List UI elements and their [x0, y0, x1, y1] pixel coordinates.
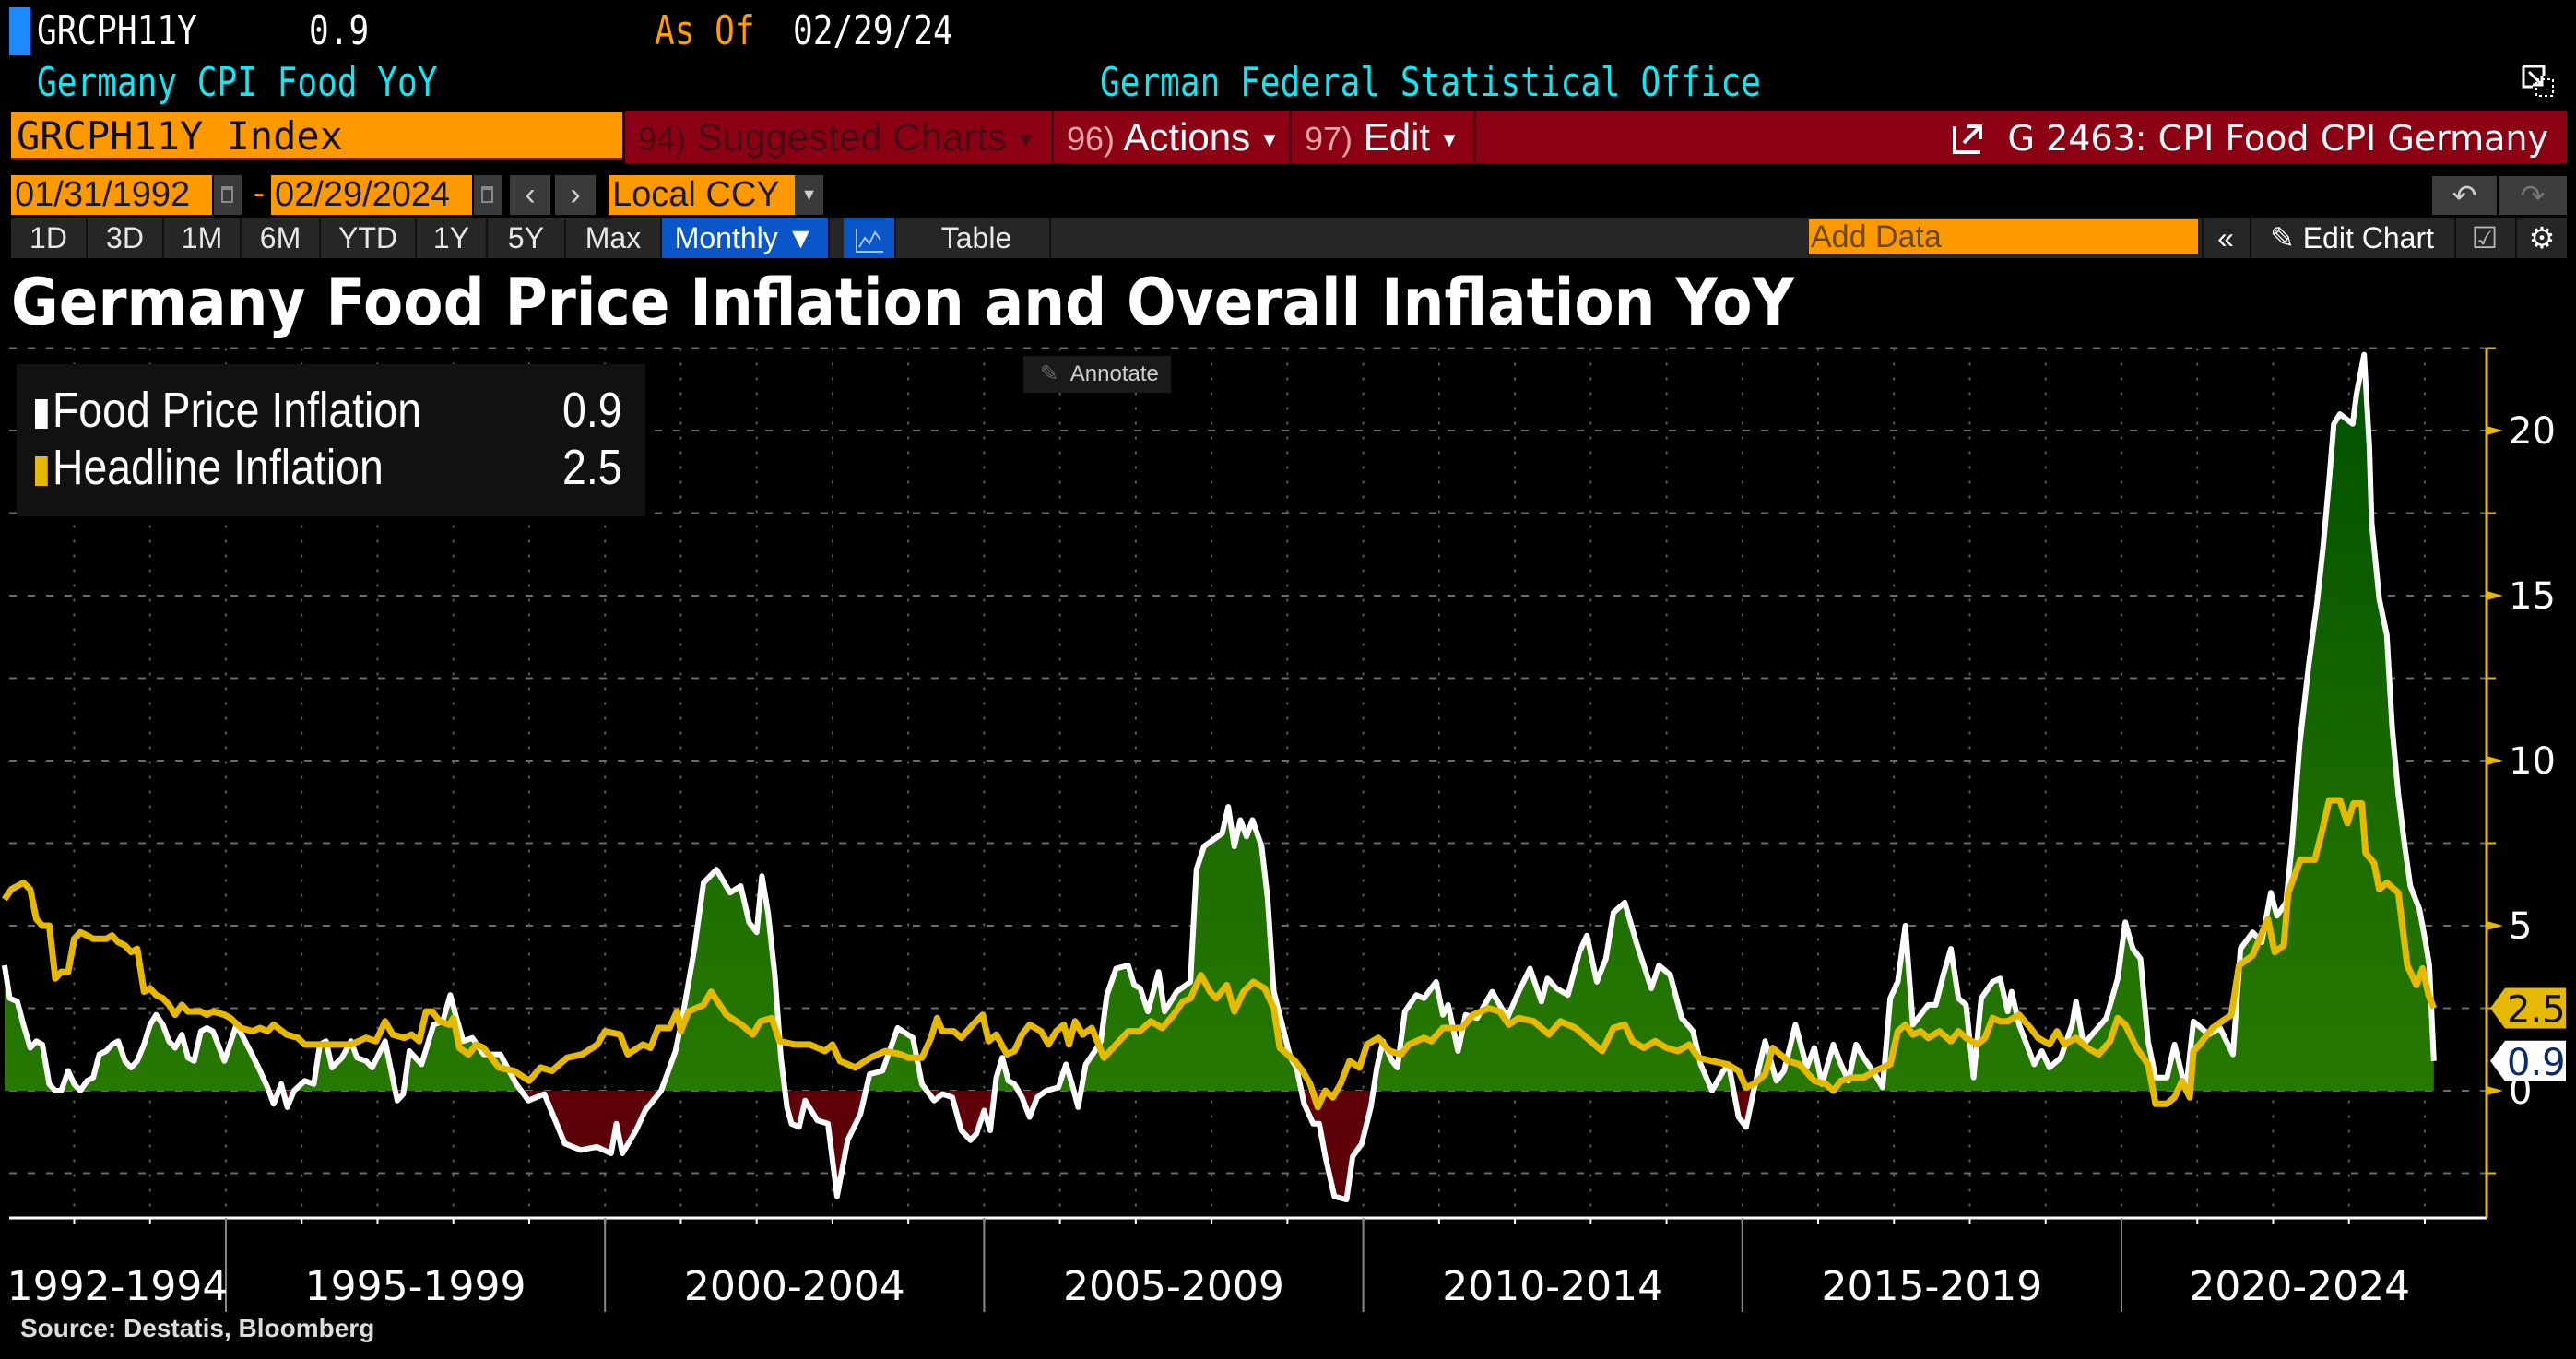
currency-dropdown-icon[interactable]: ▼	[795, 175, 823, 215]
actions-button[interactable]: 96) Actions ▼	[1054, 111, 1292, 163]
security-input[interactable]: GRCPH11Y Index	[11, 112, 622, 160]
security-description: Germany CPI Food YoY	[37, 59, 438, 106]
command-bar: 94) Suggested Charts ▼ 96) Actions ▼ 97) E…	[625, 111, 2567, 163]
food-last-value-tag-bg	[2490, 1040, 2566, 1081]
pencil-icon: ✎	[1040, 361, 1059, 386]
x-tick-label: 2010-2014	[1442, 1263, 1663, 1310]
chevron-down-icon: ▼	[1015, 128, 1036, 152]
series-lines	[1, 351, 2438, 1203]
x-tick-label: 2020-2024	[2189, 1263, 2410, 1310]
actions-label: Actions	[1123, 115, 1251, 159]
source-organization: German Federal Statistical Office	[1100, 59, 1761, 106]
period-1y[interactable]: 1Y	[417, 218, 488, 258]
last-value: 0.9	[309, 7, 370, 54]
period-6m[interactable]: 6M	[242, 218, 321, 258]
suggested-charts-number: 94)	[638, 120, 687, 158]
asof-date: 02/29/24	[793, 7, 953, 54]
date-range-separator: -	[254, 173, 265, 211]
graph-link[interactable]: G 2463: CPI Food CPI Germany	[1951, 111, 2548, 163]
legend-label-headline: Headline Inflation	[52, 440, 384, 495]
period-3d[interactable]: 3D	[88, 218, 164, 258]
food-last-value-tag-text: 0.9	[2507, 1042, 2566, 1084]
food-area	[4, 354, 2434, 1200]
x-tick-label: 2005-2009	[1063, 1263, 1284, 1310]
food-negative-area	[4, 1091, 2434, 1200]
period-ytd[interactable]: YTD	[321, 218, 417, 258]
calendar-icon[interactable]	[214, 175, 242, 215]
undo-icon[interactable]: ↶	[2432, 176, 2497, 215]
headline-last-value-tag: 2.5	[2490, 987, 2566, 1032]
y-tick-label: 10	[2509, 740, 2556, 783]
y-tick-label: 20	[2509, 410, 2556, 453]
y-major-tick	[2487, 756, 2503, 765]
asof-label: As Of	[655, 7, 755, 54]
start-date-input[interactable]: 01/31/1992	[11, 175, 212, 215]
x-tick-label: 2000-2004	[684, 1263, 905, 1310]
period-max[interactable]: Max	[566, 218, 662, 258]
end-date-input[interactable]: 02/29/2024	[271, 175, 472, 215]
pencil-icon: ✎	[2270, 221, 2303, 254]
y-major-tick	[2487, 1086, 2503, 1095]
legend-value-food: 0.9	[562, 383, 622, 438]
edit-button[interactable]: 97) Edit ▼	[1292, 111, 1476, 163]
gear-icon[interactable]: ⚙	[2515, 218, 2567, 258]
chart-settings-edit-icon[interactable]: ☑	[2454, 218, 2513, 258]
security-marker	[9, 7, 30, 55]
edit-chart-label: Edit Chart	[2302, 221, 2434, 254]
legend-item-headline[interactable]: Headline Inflation	[35, 440, 384, 495]
food-last-value-tag: 0.9	[2490, 1040, 2566, 1084]
table-view-button[interactable]: Table	[904, 218, 1051, 258]
add-data-input[interactable]: Add Data	[1809, 219, 2198, 254]
suggested-charts-button[interactable]: 94) Suggested Charts ▼	[625, 111, 1054, 163]
chart-legend: Food Price Inflation 0.9 Headline Inflat…	[17, 364, 645, 516]
chart-title: Germany Food Price Inflation and Overall…	[11, 265, 1795, 340]
collapse-panel-icon[interactable]: «	[2202, 218, 2248, 258]
redo-icon[interactable]: ↷	[2499, 176, 2567, 215]
series-line-headline-inflation-top	[2, 797, 2438, 1111]
legend-label-food: Food Price Inflation	[52, 383, 422, 438]
calendar-icon[interactable]	[474, 175, 502, 215]
y-tick-label: 15	[2509, 575, 2556, 618]
popout-window-icon[interactable]	[2520, 63, 2557, 100]
next-period-button[interactable]: ›	[555, 175, 596, 215]
external-link-icon	[1952, 124, 1982, 154]
y-major-tick	[2487, 921, 2503, 930]
legend-swatch-food	[35, 399, 48, 429]
period-5y[interactable]: 5Y	[488, 218, 566, 258]
edit-label: Edit	[1363, 115, 1431, 159]
food-positive-area	[4, 354, 2434, 1091]
source-note: Source: Destatis, Bloomberg	[20, 1314, 375, 1342]
edit-chart-button[interactable]: ✎ Edit Chart	[2250, 218, 2452, 258]
x-tick-label: 1992-1994	[7, 1263, 229, 1310]
period-1m[interactable]: 1M	[164, 218, 242, 258]
axes: 1992-1994 1995-1999 2000-2004 2005-2009 2010…	[7, 347, 2566, 1312]
x-tick-label: 2015-2019	[1821, 1263, 2042, 1310]
graph-link-label: G 2463: CPI Food CPI Germany	[2007, 118, 2548, 159]
actions-number: 96)	[1067, 120, 1116, 158]
line-chart-icon[interactable]	[844, 218, 896, 258]
y-major-tick	[2487, 426, 2503, 435]
x-tick-label: 1995-1999	[305, 1263, 526, 1310]
suggested-charts-label: Suggested Charts	[696, 115, 1007, 159]
edit-number: 97)	[1305, 120, 1353, 158]
y-major-tick	[2487, 591, 2503, 600]
legend-value-headline: 2.5	[562, 440, 622, 495]
currency-select[interactable]: Local CCY	[609, 175, 795, 215]
headline-last-value-tag-bg	[2490, 987, 2566, 1029]
annotate-button[interactable]: ✎ Annotate	[1023, 356, 1171, 393]
ticker-symbol: GRCPH11Y	[37, 7, 197, 54]
chevron-down-icon: ▼	[1259, 128, 1280, 152]
annotate-label: Annotate	[1069, 361, 1159, 386]
frequency-select[interactable]: Monthly ▼	[662, 218, 830, 258]
chevron-down-icon: ▼	[1439, 128, 1459, 152]
previous-period-button[interactable]: ‹	[510, 175, 550, 215]
headline-last-value-tag-text: 2.5	[2507, 989, 2566, 1032]
legend-swatch-headline	[35, 456, 48, 486]
legend-item-food[interactable]: Food Price Inflation	[35, 383, 421, 438]
y-tick-label: 5	[2509, 905, 2532, 948]
period-1d[interactable]: 1D	[11, 218, 88, 258]
